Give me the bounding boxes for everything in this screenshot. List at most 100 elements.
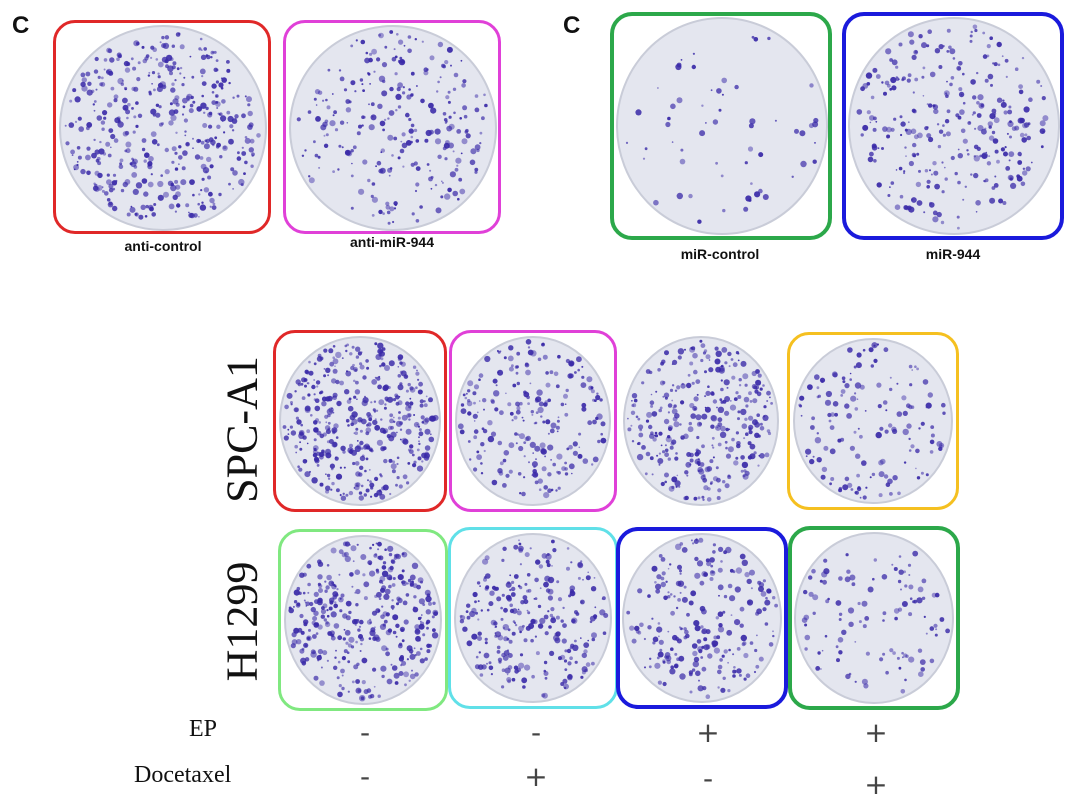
colony [672,359,678,365]
colony [747,600,751,604]
colony [686,474,689,477]
colony [391,154,394,157]
colony [700,656,704,659]
colony [467,399,471,403]
colony [345,349,348,353]
colony [170,87,176,93]
colony [892,651,896,655]
colony [361,83,364,86]
colony [882,400,888,405]
colony [309,601,314,607]
colony [944,177,948,181]
colony [697,219,702,224]
colony [854,407,859,411]
colony [577,368,580,372]
colony [367,560,373,565]
colony [685,633,690,639]
colony [320,614,325,619]
colony [218,113,221,116]
colony [535,411,539,414]
colony [558,656,562,661]
colony [410,123,415,128]
colony [358,188,365,195]
colony [733,460,739,466]
colony [426,626,429,630]
colony [423,455,430,461]
colony [800,414,803,417]
colony [499,410,504,416]
colony [1007,120,1014,128]
colony [679,423,682,426]
colony [299,613,304,619]
colony [325,473,327,475]
colony [706,561,712,567]
colony [921,42,927,49]
colony [676,474,679,477]
colony [359,364,365,370]
colony [441,180,443,183]
colony [659,648,663,652]
colony [103,58,108,62]
colony [799,130,806,137]
colony [495,384,498,387]
colony [574,371,577,374]
colony [357,689,361,693]
colony [816,386,820,390]
colony [407,448,411,452]
colony [302,572,307,577]
colony [141,147,146,152]
colony [206,156,212,163]
colony [387,117,390,120]
colony [854,382,862,389]
colony [301,396,306,400]
colony [355,588,361,595]
colony [597,439,601,444]
colony [865,486,868,489]
colony [699,130,706,137]
colony [434,138,442,145]
colony [698,468,705,475]
colony [631,638,637,644]
colony [540,415,543,418]
colony [854,680,857,683]
colony [982,54,988,59]
colony [153,88,156,92]
colony [920,471,924,475]
colony [800,160,807,168]
colony [662,681,667,687]
colony [169,102,173,106]
colony [908,404,913,410]
colony [712,446,715,449]
colony [312,634,317,639]
colony [529,382,532,385]
colony [496,350,499,352]
colony [71,154,74,157]
colony [549,428,555,434]
colony [411,453,415,457]
colony [869,115,875,121]
colony [299,441,301,444]
colony [679,542,684,546]
colony [332,356,335,359]
colony [430,187,433,190]
colony [631,404,635,407]
colony [886,134,891,139]
colony [715,350,722,357]
colony [494,407,499,412]
colony [482,558,489,565]
colony [319,482,324,487]
colony [651,473,654,476]
colony [221,99,226,104]
colony [220,77,223,80]
colony [914,77,919,82]
colony [652,437,657,442]
colony [355,380,359,385]
colony [547,432,550,435]
colony [169,71,173,76]
colony [185,203,190,208]
colony [564,649,568,653]
colony [544,631,549,636]
colony [404,683,407,687]
colony [339,120,345,125]
colony [762,384,765,387]
